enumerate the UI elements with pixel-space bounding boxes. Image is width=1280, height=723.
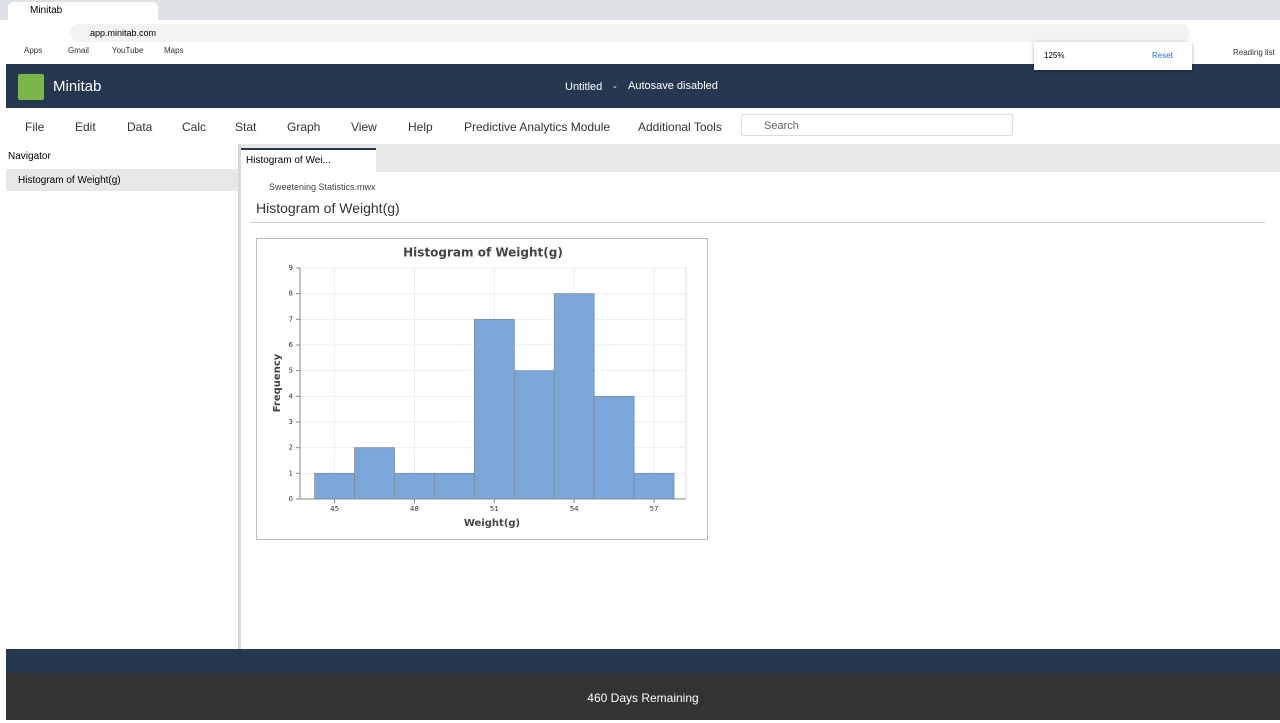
navigator-title: Navigator [8, 151, 51, 162]
bar [473, 318, 515, 500]
reading-list[interactable]: Reading list [1233, 48, 1275, 57]
menu-item[interactable]: View [351, 120, 377, 134]
navigator-item[interactable]: Histogram of Weight(g) [18, 175, 121, 186]
x-tick-label: 45 [330, 505, 339, 513]
bar [593, 395, 635, 500]
menu-item[interactable]: Help [408, 120, 433, 134]
bookmark[interactable]: YouTube [112, 46, 144, 55]
x-tick-label: 48 [410, 505, 419, 513]
tab-title: Minitab [30, 5, 63, 16]
document-name: Untitled [565, 81, 603, 93]
menu-item[interactable]: Calc [182, 120, 207, 134]
browser-tab[interactable]: Minitab [8, 2, 158, 20]
navigator-item-row[interactable] [6, 169, 238, 191]
zoom-level: 125% [1044, 51, 1065, 60]
output-tab[interactable]: Histogram of Wei... [241, 148, 376, 172]
tab-strip [241, 144, 1280, 172]
y-axis-label: Frequency [272, 353, 283, 412]
bar [633, 472, 675, 500]
y-tick-label: 5 [289, 367, 293, 375]
separator: - [613, 81, 617, 93]
navigator: Navigator Histogram of Weight(g) [6, 144, 241, 649]
x-tick-label: 54 [570, 505, 579, 513]
autosave-status: Autosave disabled [628, 80, 718, 92]
tab-bar [0, 0, 1280, 20]
y-tick-label: 2 [289, 444, 293, 452]
y-tick-label: 8 [289, 290, 293, 298]
search-placeholder: Search [764, 120, 799, 132]
url: app.minitab.com [90, 28, 157, 38]
menu-item[interactable]: File [25, 120, 45, 134]
x-tick-label: 51 [490, 505, 499, 513]
x-tick-label: 57 [650, 505, 659, 513]
divider [250, 222, 1265, 223]
browser-chrome: Minitab app.minitab.com Apps Gmail YouTube… [0, 0, 1280, 70]
output-tab-title: Histogram of Wei... [246, 155, 331, 166]
app-header: Minitab Untitled - Autosave disabled [6, 64, 1280, 108]
menu-bar: Search File Edit Data Calc Stat Graph View Help… [6, 108, 1280, 145]
menu-item[interactable]: Edit [75, 120, 96, 134]
menu-item[interactable]: Data [127, 120, 153, 134]
chart: Histogram of Weight(g) Weight(g) Frequen… [256, 238, 708, 540]
trial-notice: 460 Days Remaining [587, 691, 699, 705]
bookmark[interactable]: Apps [24, 46, 43, 55]
chart-title: Histogram of Weight(g) [403, 246, 563, 260]
y-tick-label: 6 [289, 341, 294, 349]
bar [354, 447, 395, 500]
bar [513, 370, 555, 500]
address-bar[interactable]: app.minitab.com [70, 24, 1190, 42]
zoom-popup: 125% Reset [1034, 42, 1192, 70]
bookmark[interactable]: Maps [164, 46, 184, 55]
menu-item[interactable]: Predictive Analytics Module [464, 120, 611, 134]
menu-item[interactable]: Stat [235, 120, 257, 134]
logo [18, 74, 44, 100]
bar [434, 472, 475, 500]
bar [553, 293, 595, 500]
footer: 460 Days Remaining [6, 673, 1280, 720]
y-tick-label: 0 [289, 495, 293, 503]
y-tick-label: 3 [289, 418, 293, 426]
app-name: Minitab [53, 78, 102, 95]
bar [394, 472, 435, 500]
status-bar [6, 649, 1280, 673]
y-tick-label: 7 [289, 315, 293, 323]
search-box[interactable]: Search [741, 114, 1013, 136]
bar [314, 472, 355, 500]
x-axis-label: Weight(g) [464, 518, 520, 529]
output-title: Histogram of Weight(g) [256, 200, 400, 216]
reset-button[interactable]: Reset [1152, 51, 1173, 60]
bookmark[interactable]: Gmail [68, 46, 89, 55]
file-name: Sweetening Statistics.mwx [269, 182, 376, 192]
y-tick-label: 9 [289, 264, 293, 272]
y-tick-label: 4 [289, 392, 294, 400]
menu-item[interactable]: Additional Tools [638, 120, 722, 134]
menu-item[interactable]: Graph [287, 120, 321, 134]
y-tick-label: 1 [289, 469, 293, 477]
output-pane: Histogram of Wei... Sweetening Statistic… [241, 144, 1280, 649]
